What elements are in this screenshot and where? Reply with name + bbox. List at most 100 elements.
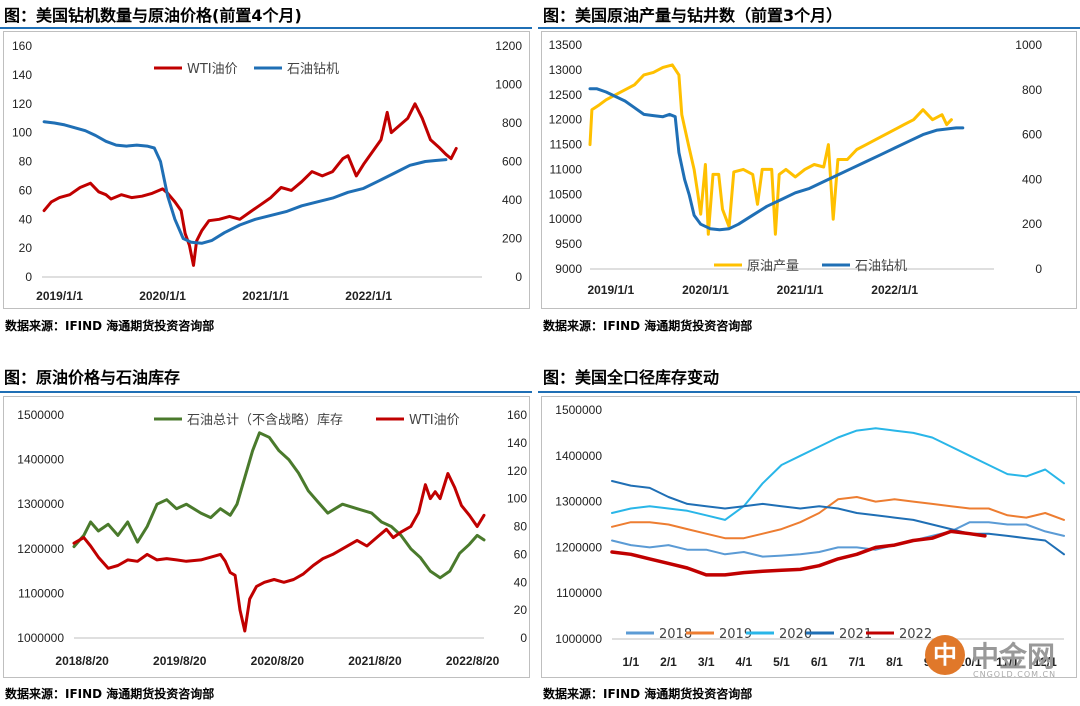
y-left-tick-label: 0 <box>25 270 32 284</box>
legend-label-原油产量: 原油产量 <box>747 259 799 274</box>
x-tick-label: 7/1 <box>848 655 865 669</box>
series-line-2018 <box>611 521 1065 558</box>
chart-1-svg: 0 20 40 60 80 100 120 140 160 0 200 400 600 800 1000 12… <box>12 39 522 303</box>
chart-4-source: 数据来源：IFIND 海通期货投资咨询部 <box>543 687 753 701</box>
x-tick-label: 8/1 <box>886 655 903 669</box>
y-left-tick-label: 1000000 <box>17 631 64 645</box>
x-tick-label: 2022/8/20 <box>446 654 500 668</box>
y-left-tick-label: 13000 <box>549 63 583 77</box>
y-left-tick-label: 1300000 <box>555 495 602 509</box>
watermark-logo: 中 <box>925 635 965 675</box>
x-tick-label: 2019/1/1 <box>36 289 83 303</box>
watermark-subtext: CNGOLD.COM.CN <box>973 670 1057 679</box>
y-left-tick-label: 1200000 <box>17 542 64 556</box>
chart-3-source: 数据来源：IFIND 海通期货投资咨询部 <box>5 687 215 701</box>
y-right-tick-label: 1000 <box>495 78 522 92</box>
y-left-tick-label: 140 <box>12 68 32 82</box>
chart-1-frame: 0 20 40 60 80 100 120 140 160 0 200 400 600 800 1000 12… <box>3 31 530 309</box>
y-left-tick-label: 10000 <box>549 212 583 226</box>
x-tick-label: 2021/1/1 <box>242 289 289 303</box>
y-right-tick-label: 1000 <box>1015 38 1042 52</box>
y-right-tick-label: 600 <box>1022 128 1042 142</box>
chart-4-frame: 1000000 1100000 1200000 1300000 1400000 15000… <box>541 396 1077 678</box>
y-right-tick-label: 1200 <box>495 39 522 53</box>
x-tick-label: 2020/1/1 <box>682 283 729 297</box>
y-left-tick-label: 1100000 <box>556 586 602 600</box>
legend-label-石油总计（不含战略）库存: 石油总计（不含战略）库存 <box>187 412 343 428</box>
legend-label-2021: 2021 <box>839 627 872 642</box>
y-right-tick-label: 80 <box>514 520 528 534</box>
y-left-tick-label: 11500 <box>550 138 583 152</box>
y-left-tick-label: 12000 <box>549 113 583 127</box>
y-right-tick-label: 100 <box>507 492 527 506</box>
y-right-tick-label: 160 <box>507 408 527 422</box>
y-right-tick-label: 20 <box>514 603 528 617</box>
chart-1-title-rule <box>0 27 532 29</box>
y-right-tick-label: 0 <box>515 270 522 284</box>
chart-3-frame: 1000000 1100000 1200000 1300000 1400000 15000… <box>3 396 530 678</box>
legend-label-WTI油价: WTI油价 <box>409 413 460 428</box>
y-right-tick-label: 600 <box>502 155 522 169</box>
y-right-tick-label: 0 <box>520 631 527 645</box>
series-line-2020 <box>611 427 1065 521</box>
chart-2-title-rule <box>538 27 1080 29</box>
legend-label-WTI油价: WTI油价 <box>187 62 238 77</box>
y-left-tick-label: 1200000 <box>555 540 602 554</box>
y-right-tick-label: 120 <box>507 464 527 478</box>
x-tick-label: 2022/1/1 <box>871 283 918 297</box>
x-tick-label: 2021/8/20 <box>348 654 402 668</box>
y-left-tick-label: 120 <box>12 97 32 111</box>
x-tick-label: 2019/1/1 <box>587 283 634 297</box>
y-left-tick-label: 100 <box>12 126 32 140</box>
x-tick-label: 2020/8/20 <box>251 654 305 668</box>
y-left-tick-label: 20 <box>19 241 33 255</box>
chart-3-title: 图：原油价格与石油库存 <box>4 368 181 387</box>
series-line-2019 <box>611 496 1065 540</box>
y-right-tick-label: 0 <box>1035 262 1042 276</box>
chart-4-title: 图：美国全口径库存变动 <box>543 368 720 387</box>
series-line-WTI油价 <box>42 102 458 267</box>
x-tick-label: 2022/1/1 <box>345 289 392 303</box>
series-line-石油总计（不含战略）库存 <box>72 431 486 580</box>
y-left-tick-label: 9500 <box>555 237 582 251</box>
x-tick-label: 2019/8/20 <box>153 654 207 668</box>
y-right-tick-label: 800 <box>502 116 522 130</box>
chart-1-title: 图：美国钻机数量与原油价格(前置4个月) <box>4 6 302 25</box>
legend-label-2019: 2019 <box>719 627 752 642</box>
y-left-tick-label: 1400000 <box>555 449 602 463</box>
y-right-tick-label: 200 <box>1022 217 1042 231</box>
x-tick-label: 4/1 <box>735 655 752 669</box>
x-tick-label: 5/1 <box>773 655 790 669</box>
y-left-tick-label: 13500 <box>549 38 583 52</box>
legend-label-2018: 2018 <box>659 627 692 642</box>
chart-2-source: 数据来源：IFIND 海通期货投资咨询部 <box>543 319 753 333</box>
y-right-tick-label: 400 <box>1022 172 1042 186</box>
y-left-tick-label: 1000000 <box>555 632 602 646</box>
x-tick-label: 6/1 <box>811 655 828 669</box>
series-line-石油钻机 <box>588 87 965 232</box>
x-tick-label: 2021/1/1 <box>777 283 824 297</box>
chart-1-source: 数据来源：IFIND 海通期货投资咨询部 <box>5 319 215 333</box>
y-left-tick-label: 1500000 <box>17 408 64 422</box>
x-tick-label: 2020/1/1 <box>139 289 186 303</box>
y-left-tick-label: 1100000 <box>18 586 64 600</box>
series-line-2022 <box>610 529 987 577</box>
series-line-原油产量 <box>588 63 953 236</box>
chart-4-title-rule <box>538 391 1080 393</box>
y-right-tick-label: 140 <box>507 436 527 450</box>
y-right-tick-label: 200 <box>502 232 522 246</box>
chart-3-svg: 1000000 1100000 1200000 1300000 1400000 15000… <box>17 408 528 668</box>
series-line-石油钻机 <box>42 120 448 245</box>
y-left-tick-label: 10500 <box>549 187 583 201</box>
watermark: 中 中金网 CNGOLD.COM.CN <box>925 633 1075 683</box>
x-tick-label: 2/1 <box>660 655 677 669</box>
legend-label-石油钻机: 石油钻机 <box>287 62 339 77</box>
series-line-WTI油价 <box>72 472 486 633</box>
x-tick-label: 3/1 <box>698 655 715 669</box>
legend-label-2020: 2020 <box>779 627 812 642</box>
watermark-text: 中金网 <box>971 640 1056 673</box>
legend-label-2022: 2022 <box>899 627 932 642</box>
y-left-tick-label: 9000 <box>555 262 582 276</box>
y-left-tick-label: 1300000 <box>17 497 64 511</box>
y-right-tick-label: 800 <box>1022 83 1042 97</box>
